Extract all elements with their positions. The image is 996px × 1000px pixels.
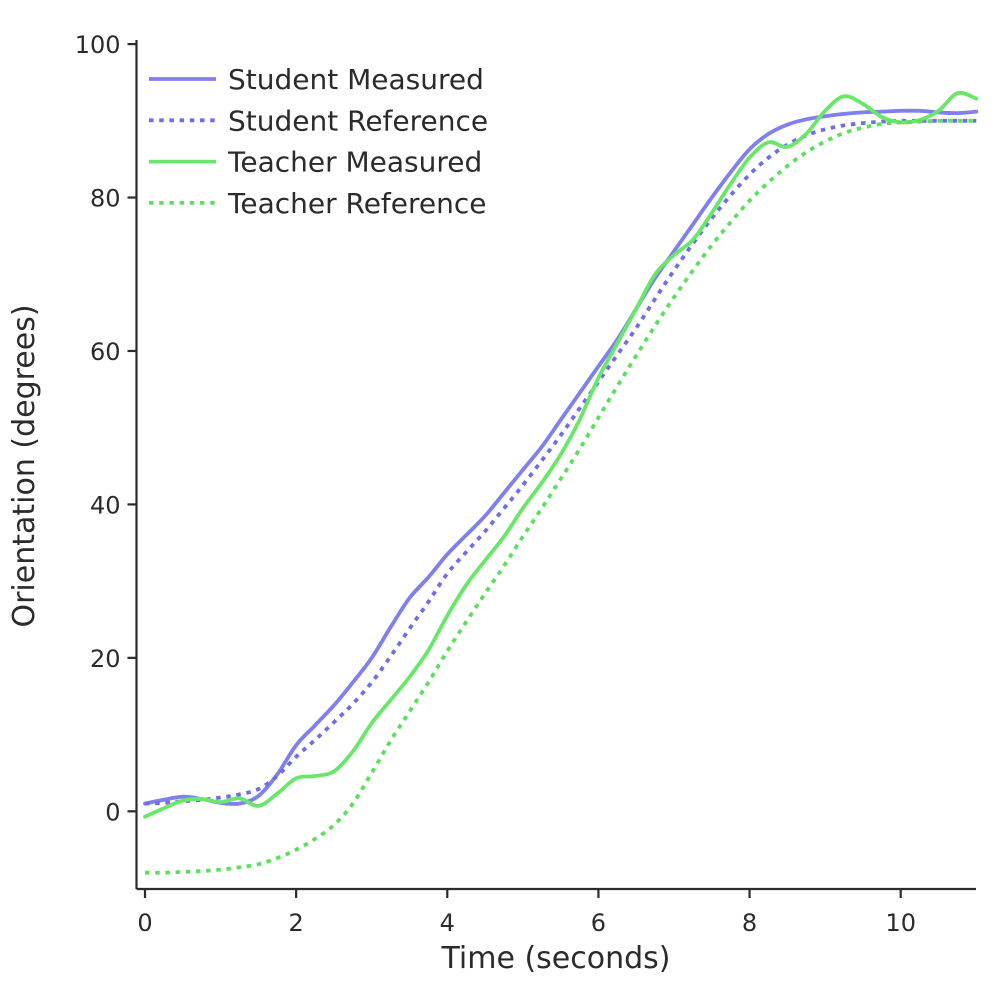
x-axis-label: Time (seconds) bbox=[441, 941, 671, 976]
series-teacher-reference bbox=[144, 118, 977, 875]
legend-label-student-reference: Student Reference bbox=[228, 104, 488, 137]
x-tick-label: 6 bbox=[591, 909, 606, 937]
legend-item-student-reference: Student Reference bbox=[149, 104, 488, 137]
y-axis-label: Orientation (degrees) bbox=[7, 304, 42, 627]
x-tick-label: 0 bbox=[137, 909, 152, 937]
y-tick-label: 0 bbox=[105, 798, 120, 826]
series-student-measured bbox=[143, 108, 979, 806]
x-tick-label: 4 bbox=[440, 909, 455, 937]
series-teacher-measured bbox=[143, 90, 979, 819]
y-tick-label: 100 bbox=[75, 31, 121, 59]
legend-label-student-measured: Student Measured bbox=[228, 63, 484, 96]
x-tick-label: 10 bbox=[885, 909, 916, 937]
y-tick-label: 80 bbox=[90, 185, 121, 213]
y-tick-label: 60 bbox=[90, 338, 121, 366]
x-tick-label: 2 bbox=[288, 909, 303, 937]
legend-label-teacher-reference: Teacher Reference bbox=[227, 187, 487, 220]
x-tick-label: 8 bbox=[742, 909, 757, 937]
legend-label-teacher-measured: Teacher Measured bbox=[227, 146, 482, 179]
y-tick-label: 20 bbox=[90, 645, 121, 673]
legend-item-student-measured: Student Measured bbox=[149, 63, 484, 96]
legend-item-teacher-measured: Teacher Measured bbox=[149, 146, 482, 179]
y-tick-label: 40 bbox=[90, 491, 121, 519]
series-student-reference bbox=[144, 118, 977, 806]
legend-item-teacher-reference: Teacher Reference bbox=[149, 187, 487, 220]
legend: Student Measured Student Reference Teacher… bbox=[149, 63, 488, 220]
series-layer bbox=[143, 90, 979, 875]
